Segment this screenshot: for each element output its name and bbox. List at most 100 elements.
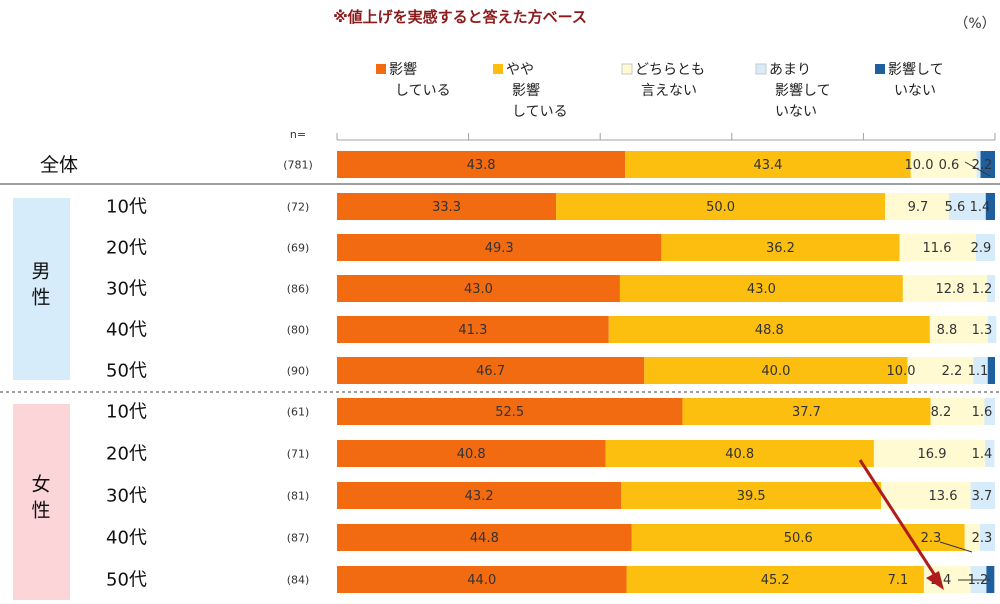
bar-segment: [985, 440, 995, 467]
n-label: n=: [290, 128, 306, 141]
legend-label: 影響して: [775, 82, 831, 99]
bar-segment: [619, 275, 903, 302]
bar-segment: [930, 398, 985, 425]
unit-label: （%）: [954, 16, 995, 32]
bar-value-label: 40.8: [725, 447, 754, 462]
bar-segment: [644, 357, 908, 384]
row-label: 40代: [106, 320, 147, 341]
bar-segment: [608, 316, 930, 343]
row-label: 10代: [106, 402, 147, 423]
bar-value-label: 52.5: [495, 405, 524, 420]
bar-value-label: 0.6: [939, 158, 960, 173]
bar-value-label: 50.6: [784, 531, 813, 546]
bar-segment: [682, 398, 931, 425]
row-label: 20代: [106, 444, 147, 465]
bar-value-label: 1.1: [968, 364, 989, 379]
bar-segment: [910, 151, 977, 178]
bar-segment: [556, 193, 886, 220]
x-axis: [0, 133, 1000, 393]
bar-segment: [929, 316, 988, 343]
bar-segment: [984, 398, 995, 425]
legend-label: やや: [506, 62, 534, 78]
bar-segment: [873, 440, 986, 467]
bar-value-label: 37.7: [792, 405, 821, 420]
bar-value-label: 45.2: [761, 573, 790, 588]
bar-value-label: 44.0: [467, 573, 496, 588]
bar-segment: [964, 524, 980, 551]
bar-value-label: 5.6: [945, 200, 966, 215]
bar-segment: [337, 234, 662, 261]
bar-segment: [899, 234, 976, 261]
group-box: [13, 198, 70, 380]
legend-label: いない: [894, 83, 936, 99]
bar-value-label: 7.1: [888, 573, 909, 588]
row-n: (86): [287, 283, 310, 296]
row-label: 30代: [106, 279, 147, 300]
bar-rows: 全体 (781) 43.8 43.4 10.0 0.6 2.2 10代 (72) 33.3 50.0…: [40, 151, 997, 593]
bar-value-label: 48.8: [755, 323, 784, 338]
legend-label: している: [512, 104, 568, 120]
row-label: 50代: [106, 361, 147, 382]
bar-segment: [337, 275, 620, 302]
legend-label: あまり: [769, 62, 811, 78]
row-label: 30代: [106, 486, 147, 507]
legend-swatch: [755, 63, 767, 75]
row-n: (84): [287, 574, 310, 587]
arrow-head: [926, 571, 944, 590]
group-label: 性: [31, 287, 50, 309]
bar-value-label: 1.6: [972, 405, 993, 420]
group-label: 女: [31, 474, 50, 496]
legend-label: 言えない: [641, 83, 697, 99]
bar-segment: [337, 193, 557, 220]
bar-value-label: 8.2: [931, 405, 952, 420]
bar-segment: [337, 440, 606, 467]
bar-segment: [987, 316, 997, 343]
bar-segment: [885, 193, 949, 220]
group-box: [13, 404, 70, 600]
bar-value-label: 10.0: [905, 158, 934, 173]
bar-segment: [626, 566, 924, 593]
bar-value-label: 36.2: [766, 241, 795, 256]
legend-label: どちらとも: [635, 62, 705, 78]
bar-value-label: 43.0: [747, 282, 776, 297]
legend-label: いない: [775, 104, 817, 120]
row-n: (781): [283, 159, 313, 172]
bar-segment: [973, 357, 988, 384]
legend-swatch: [376, 64, 386, 74]
row-label: 50代: [106, 570, 147, 591]
bar-value-label: 2.2: [942, 364, 963, 379]
bar-segment: [987, 357, 995, 384]
row-label: 全体: [40, 154, 78, 176]
row-label: 10代: [106, 197, 147, 218]
bar-segment: [976, 151, 981, 178]
legend-label: している: [395, 83, 451, 99]
bar-segment: [987, 275, 995, 302]
bar-segment: [979, 524, 995, 551]
arrow-shaft: [858, 459, 938, 578]
bar-segment: [881, 482, 971, 509]
row-n: (87): [287, 532, 310, 545]
bar-value-label: 1.3: [972, 323, 993, 338]
bar-value-label: 43.2: [465, 489, 494, 504]
bar-segment: [975, 234, 995, 261]
row-label: 40代: [106, 528, 147, 549]
bar-value-label: 11.6: [923, 241, 952, 256]
row-n: (80): [287, 324, 310, 337]
bar-value-label: 2.9: [971, 241, 992, 256]
legend-swatch: [875, 64, 885, 74]
bar-value-label: 33.3: [432, 200, 461, 215]
bar-segment: [337, 524, 632, 551]
bar-segment: [337, 398, 683, 425]
bar-segment: [907, 357, 974, 384]
bar-value-label: 2.3: [921, 531, 942, 546]
bar-value-label: 16.9: [918, 447, 947, 462]
leader-line: [964, 161, 991, 177]
bar-segment: [621, 482, 882, 509]
row-label: 20代: [106, 238, 147, 259]
bar-value-label: 9.7: [908, 200, 929, 215]
bar-value-label: 40.0: [761, 364, 790, 379]
bar-segment: [625, 151, 911, 178]
bar-value-label: 46.7: [476, 364, 505, 379]
annotation-arrow: [858, 459, 944, 590]
